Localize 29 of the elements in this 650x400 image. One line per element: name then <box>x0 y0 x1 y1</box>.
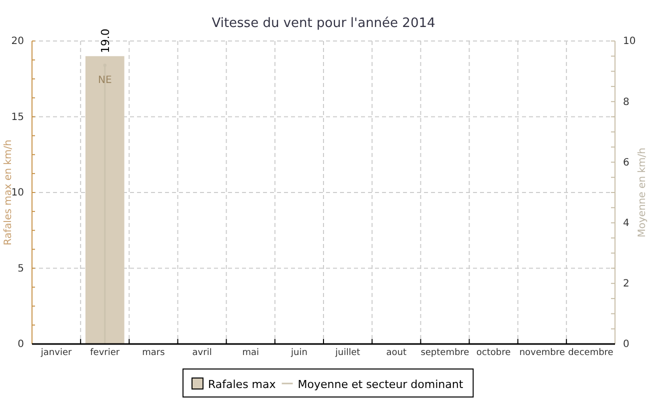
x-tick-label: aout <box>386 348 407 358</box>
y2-axis-title: Moyenne en km/h <box>637 148 648 238</box>
x-tick-label: fevrier <box>90 348 120 358</box>
y2-tick-label: 4 <box>623 218 630 229</box>
x-tick-label: septembre <box>420 348 470 358</box>
x-tick-label: juillet <box>334 348 361 358</box>
x-tick-label: mai <box>242 348 260 358</box>
x-tick-label: avril <box>192 348 212 358</box>
x-tick-label: juin <box>290 348 308 358</box>
y2-tick-label: 8 <box>623 96 630 108</box>
annotation: NE <box>98 75 112 86</box>
x-tick-label: octobre <box>476 348 512 358</box>
y2-tick-label: 10 <box>623 36 636 48</box>
legend-label: Moyenne et secteur dominant <box>298 378 464 391</box>
legend-label: Rafales max <box>208 378 276 391</box>
y-tick-label: 20 <box>11 36 24 48</box>
y-tick-label: 10 <box>11 188 24 199</box>
x-tick-label: novembre <box>519 348 566 358</box>
y-tick-label: 5 <box>18 263 24 274</box>
data-label: 19.0 <box>98 28 112 54</box>
x-tick-label: mars <box>142 348 166 358</box>
y2-tick-label: 0 <box>623 339 630 350</box>
y-tick-label: 0 <box>18 339 24 350</box>
y2-tick-label: 6 <box>623 157 630 168</box>
chart-title: Vitesse du vent pour l'année 2014 <box>212 16 436 31</box>
x-tick-label: janvier <box>40 348 72 358</box>
y-tick-label: 15 <box>11 112 24 123</box>
y2-tick-label: 2 <box>623 278 630 290</box>
x-tick-label: decembre <box>568 348 614 358</box>
